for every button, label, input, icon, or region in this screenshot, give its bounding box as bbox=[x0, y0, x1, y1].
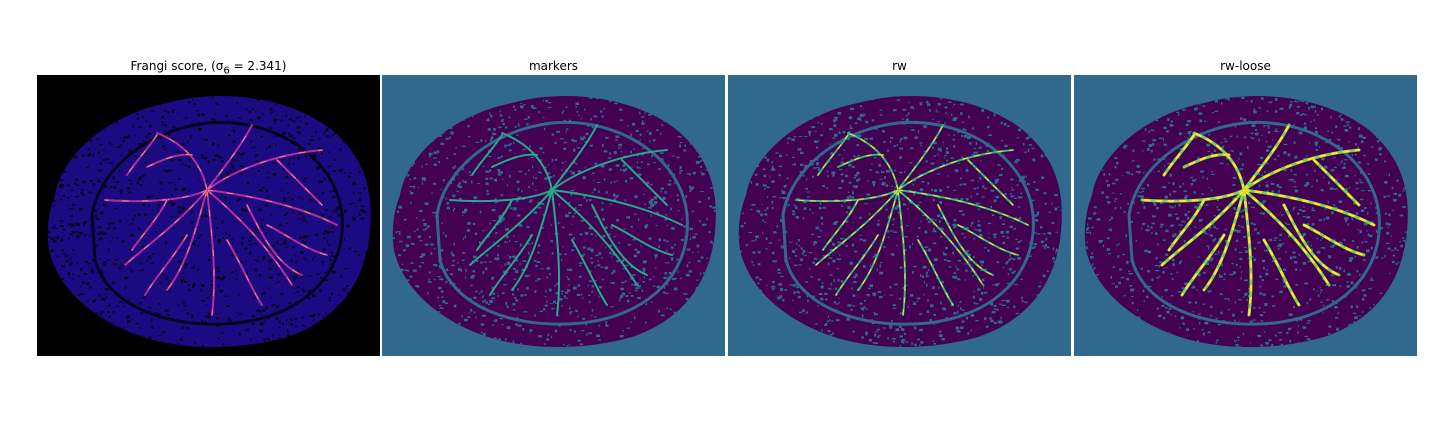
vessel-branch bbox=[551, 149, 668, 191]
panel-title-frangi-sub: 6 bbox=[223, 65, 230, 77]
vessel-highlight bbox=[847, 132, 899, 191]
vessel-highlight bbox=[206, 124, 253, 191]
panel-title-frangi: Frangi score, (σ6 = 2.341) bbox=[37, 59, 380, 78]
vessel-branch bbox=[476, 199, 513, 251]
vessel-highlight bbox=[1262, 238, 1301, 307]
vessel-branch bbox=[156, 132, 208, 191]
vessel-branch bbox=[551, 189, 638, 286]
vessel-highlight bbox=[822, 199, 859, 251]
vessel-tree bbox=[449, 124, 683, 316]
vessel-branch bbox=[571, 239, 608, 306]
vessel-branch bbox=[449, 189, 553, 203]
inner-ring bbox=[90, 120, 344, 326]
vessel-highlight bbox=[1282, 203, 1341, 277]
vessel-branch bbox=[551, 124, 598, 191]
vessel-highlight bbox=[1242, 188, 1376, 227]
frangi-image bbox=[37, 75, 380, 356]
vessel-highlight bbox=[897, 189, 906, 316]
image-panel-markers bbox=[382, 75, 725, 356]
vessel-highlight bbox=[1242, 123, 1291, 192]
vessel-highlight bbox=[1180, 233, 1226, 297]
vessel-highlight bbox=[1312, 158, 1361, 207]
vessel-branch bbox=[489, 234, 533, 296]
panel-title-rw: rw bbox=[892, 59, 907, 73]
vessel-highlight bbox=[897, 189, 984, 286]
inner-ring bbox=[435, 120, 689, 326]
vessel-highlight bbox=[897, 124, 944, 191]
vessel-highlight bbox=[1242, 188, 1253, 317]
vessel-highlight bbox=[276, 159, 323, 206]
vessel-highlight bbox=[124, 189, 208, 266]
panel-title-frangi-text: Frangi score, (σ bbox=[130, 59, 224, 73]
vessel-highlight bbox=[1242, 188, 1331, 287]
vessel-branch bbox=[1140, 188, 1246, 203]
panel-title-frangi-tail: = 2.341) bbox=[229, 59, 287, 73]
vessel-highlight bbox=[835, 234, 879, 296]
vessel-branch bbox=[551, 189, 683, 226]
vessel-branch bbox=[501, 132, 553, 191]
image-panel-rw-loose bbox=[1074, 75, 1417, 356]
panel-title-markers: markers bbox=[528, 59, 579, 73]
vessel-tree bbox=[1140, 123, 1376, 317]
vessel-branch bbox=[795, 189, 899, 203]
inner-ring bbox=[1127, 120, 1381, 326]
vessel-branch bbox=[144, 234, 188, 296]
vessel-highlight bbox=[104, 189, 208, 202]
vessel-highlight bbox=[126, 134, 158, 176]
vessel-highlight bbox=[967, 159, 1014, 206]
vessel-branch bbox=[621, 159, 668, 206]
rw-loose-image bbox=[1074, 75, 1417, 356]
vessel-highlight bbox=[226, 239, 263, 306]
tissue-region bbox=[738, 95, 1062, 348]
rw-image bbox=[728, 75, 1071, 356]
panel-title-rw-loose: rw-loose bbox=[1220, 59, 1271, 73]
markers-image bbox=[382, 75, 725, 356]
vessel-highlight bbox=[1302, 223, 1366, 257]
vessel-branch bbox=[591, 204, 648, 276]
vessel-highlight bbox=[131, 199, 168, 251]
image-panel-rw bbox=[728, 75, 1071, 356]
vessel-branch bbox=[551, 189, 561, 316]
vessel-highlight bbox=[206, 189, 293, 286]
vessel-branch bbox=[611, 224, 673, 256]
vessel-highlight bbox=[857, 189, 899, 291]
vessel-highlight bbox=[1202, 188, 1246, 292]
vessel-highlight bbox=[815, 189, 899, 266]
vessel-highlight bbox=[817, 134, 849, 176]
vessel-highlight bbox=[917, 239, 954, 306]
vessel-branch bbox=[166, 189, 208, 291]
vessel-branch bbox=[511, 189, 553, 291]
vessel-highlight bbox=[957, 224, 1019, 256]
vessel-highlight bbox=[1167, 198, 1206, 252]
vessel-highlight bbox=[146, 154, 193, 168]
vessel-branch bbox=[471, 134, 503, 176]
vessel-highlight bbox=[897, 189, 1029, 226]
vessel-highlight bbox=[246, 204, 303, 276]
vessel-tree bbox=[104, 124, 338, 316]
vessel-highlight bbox=[206, 189, 338, 226]
image-panel-frangi bbox=[37, 75, 380, 356]
vessel-highlight bbox=[1160, 188, 1246, 267]
vessel-highlight bbox=[1192, 131, 1246, 192]
vessel-highlight bbox=[1242, 148, 1361, 192]
vessel-tree bbox=[795, 124, 1029, 316]
vessel-branch bbox=[491, 153, 538, 168]
vessel-highlight bbox=[897, 149, 1014, 191]
vessel-highlight bbox=[1162, 133, 1196, 177]
vessel-highlight bbox=[937, 204, 994, 276]
vessel-highlight bbox=[206, 189, 215, 316]
vessel-highlight bbox=[837, 154, 884, 168]
inner-ring bbox=[781, 120, 1035, 326]
vessel-highlight bbox=[1182, 153, 1231, 169]
vessel-branch bbox=[469, 189, 553, 266]
vessel-highlight bbox=[266, 224, 328, 256]
vessel-highlight bbox=[206, 149, 323, 191]
